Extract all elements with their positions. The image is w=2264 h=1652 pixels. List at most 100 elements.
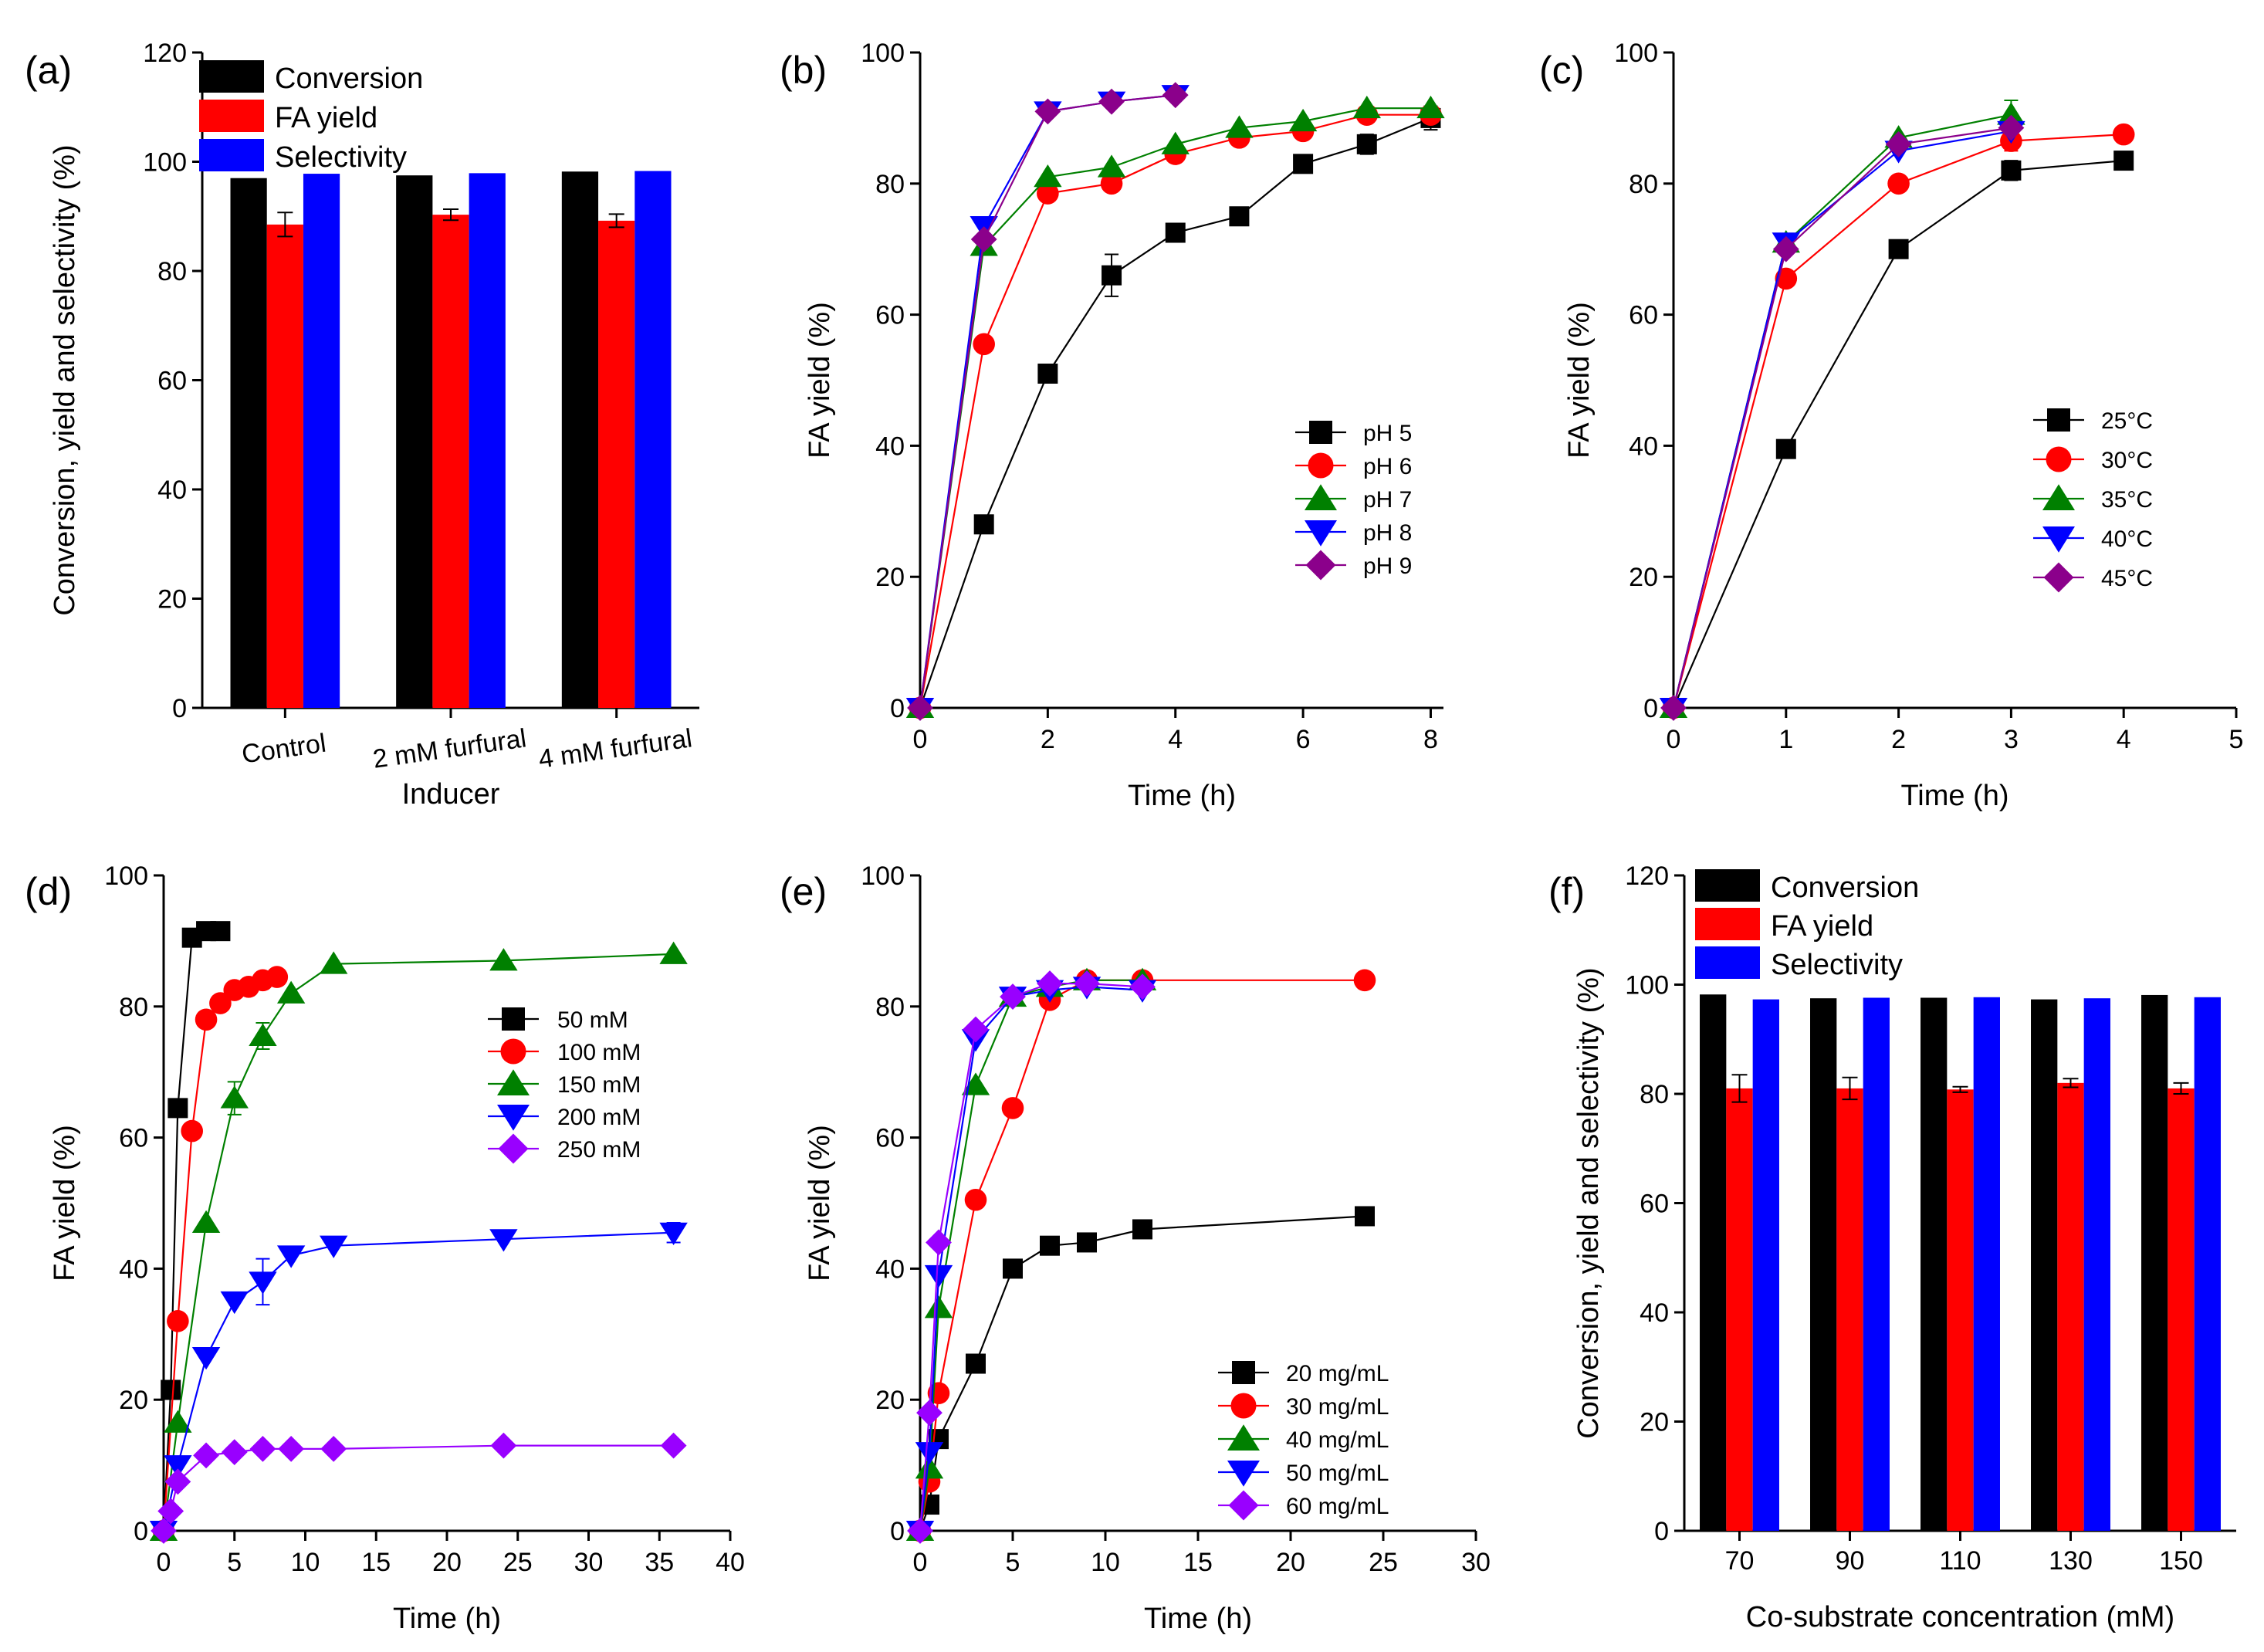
y-tick-label: 100 — [1614, 39, 1658, 68]
series-line — [1672, 130, 2012, 709]
bar — [396, 175, 433, 708]
legend-label: 150 mM — [557, 1072, 641, 1098]
y-tick-label: 40 — [119, 1254, 148, 1284]
data-point — [907, 695, 933, 721]
legend-marker — [497, 1105, 530, 1131]
data-point — [1102, 265, 1122, 286]
y-tick-label: 20 — [157, 585, 187, 614]
x-tick-label: 30 — [1461, 1548, 1491, 1577]
legend-label: pH 8 — [1363, 520, 1412, 546]
data-point — [167, 1310, 189, 1332]
y-tick-label: 60 — [119, 1124, 148, 1153]
legend-swatch — [1695, 869, 1760, 902]
x-tick-label: 8 — [1423, 725, 1438, 754]
y-tick-label: 60 — [1640, 1190, 1669, 1219]
series-c-4 — [1660, 114, 2025, 721]
y-tick-label: 0 — [1643, 694, 1658, 723]
bar — [2141, 994, 2168, 1531]
x-tick-label: 10 — [1091, 1548, 1120, 1577]
data-point — [915, 1442, 944, 1465]
legend-swatch — [1695, 908, 1760, 940]
legend-label: 35°C — [2101, 487, 2153, 513]
legend-marker — [502, 1007, 525, 1031]
series-a-0 — [230, 171, 599, 709]
y-tick-label: 0 — [134, 1517, 148, 1546]
panel-label: (b) — [780, 49, 827, 92]
legend-label: pH 6 — [1363, 454, 1412, 479]
y-tick-label: 100 — [861, 39, 905, 68]
data-point — [964, 1188, 987, 1211]
data-point — [1165, 222, 1186, 243]
legend-marker — [1227, 1461, 1260, 1487]
y-tick-label: 100 — [1625, 971, 1669, 1000]
x-tick-label: 2 — [1041, 725, 1055, 754]
data-point — [926, 1229, 952, 1256]
data-point — [1000, 983, 1026, 1010]
legend-label: 50 mg/mL — [1286, 1461, 1389, 1486]
series-line — [919, 979, 1142, 1532]
x-tick-label: 1 — [1778, 725, 1793, 754]
bar — [2194, 997, 2221, 1531]
data-point — [1129, 973, 1156, 1000]
data-point — [1040, 1235, 1060, 1256]
legend-label: Conversion — [1771, 872, 1919, 904]
data-point — [164, 1455, 192, 1478]
x-tick-label: 2 mM furfural — [371, 723, 529, 774]
data-point — [276, 1245, 306, 1268]
data-point — [916, 1400, 942, 1427]
legend-label: 30°C — [2101, 448, 2153, 473]
y-tick-label: 0 — [890, 694, 905, 723]
x-tick-label: 40 — [716, 1548, 745, 1577]
series-line — [1672, 113, 2012, 709]
x-tick-label: 15 — [361, 1548, 391, 1577]
data-point — [1887, 172, 1910, 195]
x-tick-label: 5 — [1006, 1548, 1020, 1577]
legend-label: pH 7 — [1363, 487, 1412, 513]
data-point — [266, 966, 289, 988]
legend-label: Conversion — [275, 63, 423, 95]
legend-label: 25°C — [2101, 408, 2153, 434]
series-line — [919, 986, 1143, 1532]
legend-marker — [1308, 452, 1334, 479]
panel-label: (e) — [780, 870, 827, 913]
data-point — [1660, 695, 1687, 721]
series-d-1 — [152, 966, 289, 1542]
bar — [598, 220, 635, 708]
data-point — [195, 1008, 218, 1031]
panel-label: (f) — [1548, 870, 1585, 913]
data-point — [1997, 102, 2025, 125]
y-tick-label: 80 — [875, 170, 905, 199]
series-f-0 — [1700, 994, 2168, 1531]
data-point — [659, 1222, 688, 1245]
data-point — [320, 1435, 347, 1462]
data-point — [1293, 154, 1314, 174]
x-tick-label: 25 — [503, 1548, 533, 1577]
data-point — [973, 514, 994, 535]
data-point — [970, 226, 997, 252]
bar — [1752, 999, 1779, 1531]
y-tick-label: 0 — [172, 694, 187, 723]
bar — [2083, 998, 2110, 1531]
series-b-2 — [905, 95, 1445, 718]
data-point — [907, 1518, 933, 1544]
legend-label: FA yield — [275, 102, 377, 134]
series-line — [162, 1444, 674, 1532]
chart-panel-d: 0 20 40 60 80 100 0 5 10 15 20 25 30 35 40 (d) Time (h) F… — [25, 862, 745, 1635]
x-tick-label: 90 — [1836, 1546, 1865, 1576]
y-tick-label: 40 — [1629, 432, 1658, 461]
y-tick-label: 20 — [875, 563, 905, 592]
y-tick-label: 40 — [1640, 1298, 1669, 1328]
x-tick-label: 0 — [1667, 725, 1681, 754]
bar — [1836, 1088, 1863, 1531]
series-line — [162, 1231, 674, 1532]
legend-marker — [1305, 520, 1337, 547]
y-axis-title: FA yield (%) — [804, 302, 836, 459]
legend: Conversion FA yield Selectivity — [199, 60, 423, 174]
data-point — [1229, 206, 1250, 227]
x-axis-title: Co-substrate concentration (mM) — [1746, 1601, 2174, 1633]
legend-label: Selectivity — [275, 141, 407, 174]
x-tick-label: 5 — [227, 1548, 242, 1577]
data-point — [191, 1347, 221, 1370]
legend-marker — [2043, 562, 2074, 593]
data-point — [659, 941, 688, 964]
